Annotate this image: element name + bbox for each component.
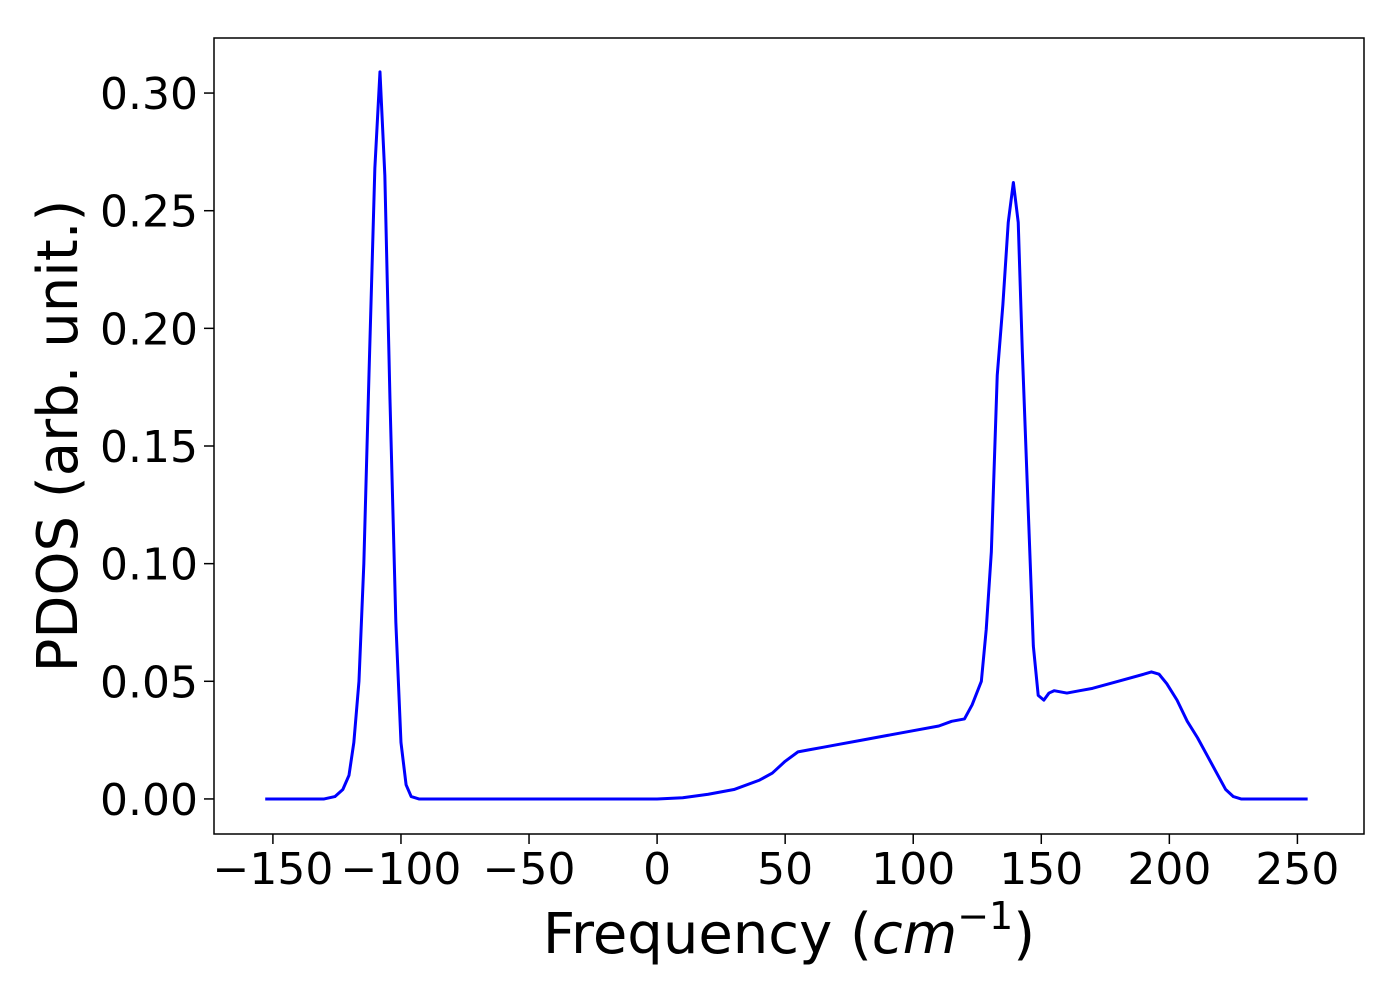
x-label-unit: cm — [872, 902, 957, 967]
y-tick-label: 0.25 — [100, 187, 198, 238]
x-tick-label: 50 — [757, 844, 813, 895]
y-tick-label: 0.10 — [100, 540, 198, 591]
x-tick-label: 0 — [643, 844, 671, 895]
y-tick-label: 0.30 — [100, 69, 198, 120]
data-line — [265, 70, 1308, 801]
x-label-text: ) — [1013, 902, 1035, 967]
y-tick-label: 0.15 — [100, 422, 198, 473]
plot-frame — [213, 37, 1365, 835]
x-tick-label: −100 — [341, 844, 462, 895]
x-tick-label: 200 — [1127, 844, 1211, 895]
x-label-exponent: −1 — [957, 894, 1013, 938]
x-label-text: Frequency ( — [543, 902, 872, 967]
x-tick-label: 150 — [999, 844, 1083, 895]
y-tick-label: 0.05 — [100, 657, 198, 708]
x-tick-label: −150 — [212, 844, 333, 895]
x-axis-label: Frequency (cm−1) — [543, 894, 1035, 967]
y-axis-label: PDOS (arb. unit.) — [26, 200, 91, 673]
x-tick-label: 100 — [871, 844, 955, 895]
x-tick-label: −50 — [483, 844, 576, 895]
x-tick-label: 250 — [1255, 844, 1339, 895]
y-tick-label: 0.00 — [100, 775, 198, 826]
y-tick-label: 0.20 — [100, 304, 198, 355]
